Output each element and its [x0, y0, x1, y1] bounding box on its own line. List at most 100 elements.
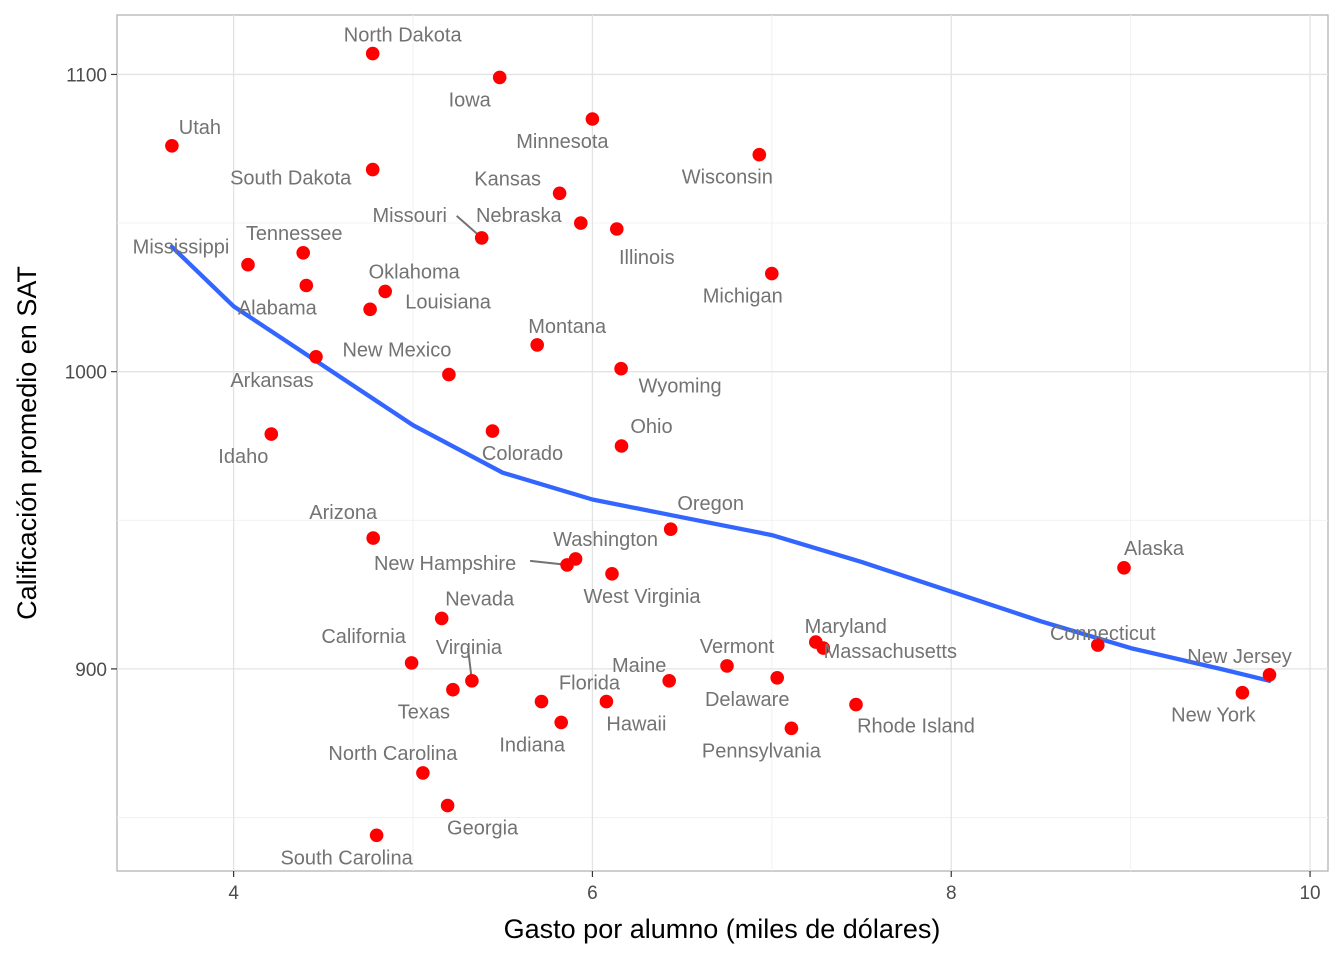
- label-kansas: Kansas: [474, 168, 541, 190]
- point-texas: [446, 682, 460, 697]
- label-south-carolina: South Carolina: [280, 847, 413, 869]
- label-connecticut: Connecticut: [1050, 623, 1156, 645]
- y-tick-label: 900: [75, 660, 107, 681]
- label-iowa: Iowa: [449, 89, 492, 111]
- point-florida: [534, 694, 549, 709]
- point-michigan: [765, 266, 779, 281]
- label-indiana: Indiana: [499, 734, 565, 756]
- label-new-jersey: New Jersey: [1187, 646, 1291, 668]
- point-kansas: [552, 186, 567, 201]
- label-nevada: Nevada: [445, 588, 515, 610]
- label-ohio: Ohio: [630, 416, 672, 438]
- label-vermont: Vermont: [700, 636, 775, 658]
- label-delaware: Delaware: [705, 689, 789, 711]
- point-georgia: [440, 798, 455, 813]
- label-california: California: [321, 626, 406, 648]
- axis-ticks: [111, 73, 1311, 877]
- label-south-dakota: South Dakota: [230, 168, 352, 190]
- point-wisconsin: [752, 147, 767, 162]
- point-delaware: [770, 671, 784, 685]
- label-tennessee: Tennessee: [246, 223, 343, 245]
- point-labels: North Dakota Iowa Utah Minnesota Wisconsin So…: [133, 25, 1292, 870]
- label-new-hampshire: New Hampshire: [374, 553, 516, 575]
- point-arizona: [366, 531, 381, 545]
- label-west-virginia: West Virginia: [583, 586, 701, 608]
- data-points: [165, 46, 1277, 843]
- label-illinois: Illinois: [619, 247, 675, 269]
- label-maryland: Maryland: [805, 616, 887, 638]
- smooth-line: [169, 244, 1272, 683]
- label-arizona: Arizona: [309, 502, 378, 524]
- point-indiana: [554, 715, 568, 730]
- point-south-carolina: [369, 828, 384, 843]
- label-florida: Florida: [559, 673, 621, 695]
- point-west-virginia: [605, 567, 619, 581]
- point-wyoming: [614, 361, 628, 376]
- panel-background: [116, 14, 1329, 872]
- label-hawaii: Hawaii: [606, 714, 666, 736]
- label-maine: Maine: [612, 655, 666, 677]
- label-michigan: Michigan: [703, 286, 783, 308]
- label-georgia: Georgia: [447, 818, 519, 840]
- label-texas: Texas: [398, 702, 450, 724]
- point-iowa: [492, 70, 507, 85]
- label-washington: Washington: [553, 529, 658, 551]
- label-north-carolina: North Carolina: [328, 743, 458, 765]
- point-utah: [165, 139, 179, 153]
- label-louisiana: Louisiana: [405, 291, 492, 313]
- point-oregon: [663, 522, 678, 536]
- point-alabama: [299, 278, 314, 293]
- smooth-trend-line: [169, 244, 1272, 683]
- point-tennessee: [296, 246, 311, 260]
- label-alaska: Alaska: [1124, 538, 1185, 560]
- label-nebraska: Nebraska: [476, 205, 562, 227]
- point-new-hampshire: [560, 558, 574, 572]
- x-tick-label: 6: [587, 883, 598, 904]
- point-nebraska: [574, 216, 588, 230]
- label-wisconsin: Wisconsin: [682, 167, 773, 189]
- x-tick-label: 10: [1299, 883, 1320, 904]
- point-new-york: [1235, 685, 1250, 700]
- point-rhode-island: [849, 697, 863, 712]
- point-alaska: [1117, 561, 1131, 575]
- point-new-jersey: [1262, 668, 1277, 682]
- point-ohio: [614, 439, 629, 453]
- label-new-york: New York: [1171, 705, 1256, 727]
- label-north-dakota: North Dakota: [344, 25, 463, 47]
- point-south-dakota: [365, 162, 380, 177]
- point-new-mexico: [442, 367, 456, 382]
- point-pennsylvania: [784, 721, 799, 736]
- label-rhode-island: Rhode Island: [857, 716, 975, 738]
- minor-gridlines: [117, 15, 1328, 871]
- point-vermont: [720, 659, 734, 673]
- y-tick-label: 1000: [65, 363, 107, 384]
- tick-labels: 4 6 8 10 900 1000 1100: [65, 65, 1321, 904]
- point-idaho: [264, 427, 279, 441]
- label-colorado: Colorado: [482, 443, 563, 465]
- label-pennsylvania: Pennsylvania: [702, 740, 822, 762]
- label-alabama: Alabama: [238, 298, 318, 320]
- label-oregon: Oregon: [677, 493, 744, 515]
- point-oklahoma: [378, 284, 393, 299]
- y-tick-label: 1100: [66, 65, 107, 86]
- point-connecticut: [1091, 638, 1105, 652]
- point-mississippi: [241, 257, 255, 272]
- point-north-carolina: [416, 766, 430, 780]
- label-arkansas: Arkansas: [230, 370, 313, 392]
- point-virginia: [465, 674, 479, 688]
- x-tick-label: 4: [228, 883, 239, 904]
- label-wyoming: Wyoming: [639, 376, 722, 398]
- point-hawaii: [599, 694, 614, 709]
- point-louisiana: [363, 302, 377, 317]
- point-massachusetts: [816, 641, 831, 655]
- point-maine: [662, 674, 676, 688]
- point-illinois: [610, 222, 624, 236]
- label-montana: Montana: [528, 316, 607, 338]
- label-new-mexico: New Mexico: [342, 340, 451, 362]
- point-colorado: [485, 424, 500, 438]
- point-arkansas: [309, 350, 323, 364]
- x-axis-title: Gasto por alumno (miles de dólares): [504, 914, 941, 944]
- point-california: [404, 656, 419, 670]
- label-massachusetts: Massachusetts: [824, 641, 957, 663]
